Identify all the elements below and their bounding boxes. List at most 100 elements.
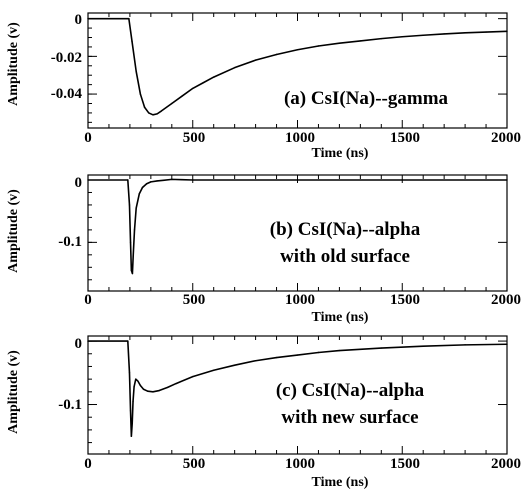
panel-a-waveform-point: [401, 36, 403, 38]
panel-a: Amplitude (v) 0 -0.02 -0.04 0 500 1000 1…: [6, 12, 521, 161]
panel-a-waveform-point: [275, 53, 278, 56]
panel-a-waveform-point: [148, 112, 150, 114]
panel-a-x-tick-label: 500: [183, 130, 206, 146]
panel-b-waveform-point: [141, 186, 144, 189]
panel-b-x-tick-label: 1500: [390, 292, 420, 308]
panel-a-waveform-point: [171, 102, 173, 105]
panel-b-waveform-point: [131, 272, 134, 275]
panel-a-waveform-point: [139, 93, 142, 95]
panel-a-annotation-line-1: (a) CsI(Na)--gamma: [284, 88, 449, 109]
panel-b-waveform-point: [130, 269, 133, 272]
panel-a-y-tick-label: -0.04: [51, 86, 83, 102]
panel-c-waveform-point: [128, 372, 131, 374]
panel-c-waveform-point: [296, 354, 299, 356]
panel-c-waveform-point: [152, 391, 154, 393]
panel-c-waveform-point: [254, 360, 257, 362]
panel-c-waveform-point: [380, 347, 382, 349]
panel-c-waveform-point: [147, 390, 149, 392]
panel-c-waveform-point: [137, 380, 139, 382]
panel-a-waveform-point: [181, 95, 183, 97]
panel-b-y-tick-label: 0: [75, 175, 83, 191]
panel-a-x-axis-title: Time (ns): [312, 146, 369, 161]
panel-c-x-tick-labels: 0 500 1000 1500 2000: [84, 456, 521, 472]
panel-c-waveform-point: [464, 344, 466, 346]
panel-b-waveform-point: [162, 179, 165, 181]
panel-c-waveform-point: [129, 410, 132, 412]
panel-b-y-tick-labels: 0 -0.1: [58, 175, 82, 250]
panel-a-waveform-point: [443, 33, 445, 35]
panel-a-waveform-point: [160, 110, 163, 112]
panel-b-waveform-point: [127, 179, 129, 181]
panel-a-waveform-point: [128, 17, 130, 20]
panel-b-waveform-point: [296, 179, 299, 181]
panel-a-waveform-point: [359, 40, 362, 42]
panel-a-waveform-point: [296, 49, 299, 51]
panel-c-waveform-point: [317, 351, 320, 354]
panel-a-y-tick-labels: 0 -0.02 -0.04: [51, 12, 83, 102]
panel-a-waveform-point: [338, 42, 341, 44]
panel-a-waveform-point: [156, 113, 158, 115]
panel-b-y-tick-label: -0.1: [58, 234, 82, 250]
panel-b-waveform-point: [181, 178, 183, 181]
panel-b-waveform-point: [129, 241, 132, 244]
panel-a-x-tick-label: 2000: [491, 130, 521, 146]
panel-a-waveform-point: [152, 114, 154, 116]
panel-a-waveform-point: [254, 59, 257, 61]
panel-c-x-axis-title: Time (ns): [312, 475, 369, 490]
panel-b-waveform-point: [506, 179, 508, 181]
panel-c-waveform-point: [166, 386, 169, 389]
panel-b-waveform-point: [156, 180, 158, 182]
panel-c-y-tick-label: -0.1: [58, 397, 82, 413]
panel-a-y-tick-label: -0.02: [51, 50, 82, 66]
panel-c-x-tick-label: 1500: [390, 456, 420, 472]
panel-b-x-tick-labels: 0 500 1000 1500 2000: [84, 292, 521, 308]
panel-b-waveform-point: [138, 193, 141, 195]
panel-c-x-tick-label: 0: [84, 456, 92, 472]
panel-c-waveform-point: [139, 384, 142, 387]
panel-b-waveform-point: [150, 181, 152, 183]
panel-a-frame: [87, 12, 508, 129]
panel-c-waveform-point: [87, 340, 89, 342]
panel-a-x-tick-label: 1500: [390, 130, 420, 146]
panel-c-waveform-point: [135, 378, 137, 380]
panel-c-plot: [87, 335, 508, 455]
panel-a-waveform-point: [213, 76, 215, 78]
panel-c-waveform-point: [192, 375, 194, 378]
panel-b-waveform-point: [128, 204, 131, 206]
panel-b-annotation-line-2: with old surface: [280, 246, 410, 267]
panel-b-waveform-point: [133, 229, 136, 231]
panel-b-x-axis-title: Time (ns): [312, 310, 369, 325]
panel-b-waveform-point: [401, 179, 403, 181]
panel-b-waveform-point: [135, 207, 137, 209]
panel-a-waveform-point: [131, 40, 133, 42]
panel-c: Amplitude (v) 0 -0.1 0 500 1000 1500 200…: [6, 336, 521, 490]
panel-c-y-axis-title: Amplitude (v): [6, 350, 21, 434]
panel-a-waveform-point: [422, 34, 424, 36]
panel-c-x-tick-label: 500: [183, 456, 206, 472]
panel-a-x-tick-label: 1000: [285, 130, 315, 146]
panel-b: Amplitude (v) 0 -0.1 0 500 1000 1500 200…: [6, 175, 521, 325]
panel-c-annotation-line-2: with new surface: [281, 407, 418, 428]
panel-b-x-tick-label: 2000: [491, 292, 521, 308]
panel-c-waveform-point: [213, 369, 215, 371]
panel-a-waveform-line: [88, 17, 508, 116]
panel-c-waveform-point: [132, 400, 134, 403]
panel-b-x-tick-label: 1000: [285, 292, 315, 308]
panel-c-waveform-point: [130, 435, 133, 437]
panel-c-y-tick-label: 0: [75, 336, 83, 352]
panel-c-waveform-point: [127, 340, 129, 342]
panel-b-annotation-line-1: (b) CsI(Na)--alpha: [270, 219, 421, 240]
panel-a-y-tick-label: 0: [75, 12, 83, 28]
panel-b-waveform-point: [192, 179, 194, 181]
panel-c-x-tick-label: 2000: [491, 456, 521, 472]
panel-c-waveform-point: [233, 364, 236, 366]
panel-a-plot: [87, 12, 508, 129]
panel-c-waveform-point: [422, 345, 424, 347]
panel-b-plot: [87, 174, 508, 292]
panel-b-waveform-point: [132, 254, 134, 256]
panel-b-y-axis-title: Amplitude (v): [6, 189, 21, 273]
panel-a-waveform-point: [192, 87, 194, 90]
panel-a-y-axis-title: Amplitude (v): [6, 22, 21, 106]
panel-c-annotation-line-1: (c) CsI(Na)--alpha: [276, 380, 425, 401]
